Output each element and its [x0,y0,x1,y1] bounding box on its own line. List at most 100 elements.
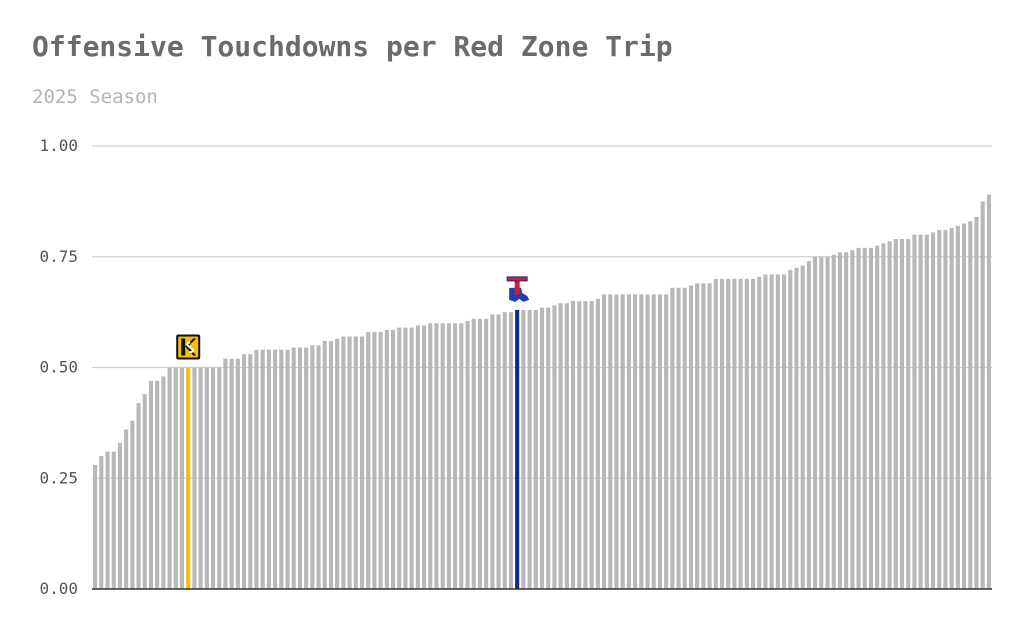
bar [279,349,284,589]
bar [707,283,712,589]
bar [887,241,892,589]
bar [254,349,259,589]
bar [918,234,923,589]
bar [310,345,315,589]
bar [813,256,818,589]
bar [422,325,427,589]
bar [980,201,985,590]
bar [322,340,327,589]
bar [297,347,302,589]
bar [657,294,662,589]
bar [546,307,551,589]
bar [651,294,656,589]
bar [906,239,911,589]
bar [403,327,408,589]
bar [682,287,687,589]
bar [136,402,141,589]
bar [453,323,458,589]
bar [409,327,414,589]
chart-subtitle: 2025 Season [32,86,158,108]
bar [602,294,607,589]
bar [105,451,110,589]
bar [173,367,178,589]
bar [558,303,563,589]
bar [198,367,203,589]
bar [595,298,600,589]
bar [204,367,209,589]
y-tick-label: 1.00 [39,136,78,155]
bar [664,294,669,589]
y-tick-label: 0.00 [39,579,78,598]
bar [304,347,309,589]
bar [533,309,538,589]
bar [496,314,501,589]
bar [819,256,824,589]
bar [446,323,451,589]
kennesaw-state-logo [176,334,201,360]
bar [688,285,694,589]
bar [359,336,365,589]
bar [949,227,954,589]
bar [390,329,396,589]
bar [117,442,122,589]
bar [440,323,445,589]
bar [788,270,793,589]
bar [676,287,681,589]
bar [738,278,743,589]
bar [614,294,619,589]
bar [99,456,104,589]
bar [260,349,265,589]
bar [229,358,234,589]
bar [757,276,762,589]
bar [434,323,439,589]
bar [465,320,470,589]
highlighted-bar [186,367,191,589]
highlighted-bar [515,309,520,589]
bar [800,265,805,589]
bar [583,301,588,589]
bar [763,274,768,589]
bar [248,354,253,589]
bar [937,230,942,590]
bar [155,380,160,589]
bar [943,230,948,590]
bar [794,267,799,589]
bar [508,312,514,590]
bar [93,464,98,589]
bar [924,234,929,589]
bar [527,309,532,589]
bar [273,349,278,589]
bar [868,247,874,589]
bar [726,278,731,589]
bar [428,323,433,589]
bar [639,294,644,589]
bar [130,420,135,589]
bar [161,376,166,589]
bar [372,332,377,589]
bar [589,301,594,589]
bar [235,358,240,589]
bar [775,274,780,589]
bar [291,347,296,589]
bar [266,349,271,589]
bar [670,287,675,589]
bar [471,318,476,589]
bar [862,247,867,589]
bar [484,318,489,589]
bar [986,194,991,590]
bar [881,243,886,589]
bar [124,429,129,589]
bar [962,223,967,589]
bar [831,254,836,590]
bar [459,323,464,589]
bar [645,294,650,589]
bar [521,309,526,589]
bar [192,367,197,589]
y-tick-label: 0.25 [39,468,78,487]
bar [328,340,334,589]
bar [397,327,402,589]
bar [179,367,185,589]
bar [782,274,787,589]
bar [502,312,507,590]
